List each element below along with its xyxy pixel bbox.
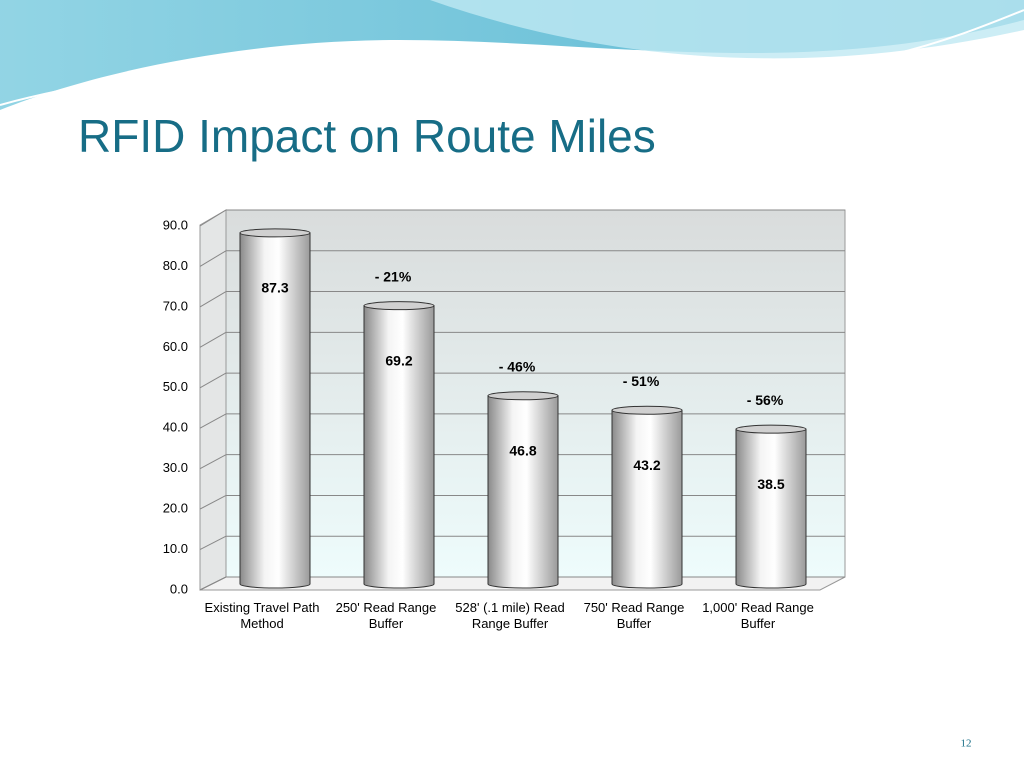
x-tick-label: 250' Read Range Buffer [335,600,437,631]
grid-line [199,413,227,429]
cylinder-body [487,395,559,589]
cylinder-top [487,391,559,401]
cylinder-top [363,301,435,311]
y-tick-label: 80.0 [163,258,188,273]
value-label: 43.2 [633,457,660,473]
change-label: - 51% [623,373,660,389]
value-label: 46.8 [509,442,536,458]
cylinder-body [239,232,311,589]
header-line [0,9,1024,106]
cylinder-top [611,405,683,415]
grid-line [199,209,227,227]
grid-line [199,250,227,267]
bar [611,405,683,589]
cylinder-body [735,428,807,589]
x-tick-label: 528' (.1 mile) Read Range Buffer [455,600,565,631]
bar [735,424,807,589]
y-tick-label: 10.0 [163,541,188,556]
x-tick-label: 1,000' Read Range Buffer [702,600,814,631]
grid-line [199,495,227,510]
y-tick-label: 60.0 [163,339,188,354]
grid-line [199,291,227,308]
y-tick-label: 90.0 [163,217,188,232]
y-tick-label: 20.0 [163,501,188,516]
value-label: 69.2 [385,352,412,368]
bar [239,228,311,589]
y-tick-label: 0.0 [170,581,188,596]
cylinder-top [239,228,311,238]
change-label: - 56% [747,392,784,408]
slide-title: RFID Impact on Route Miles [78,110,656,162]
value-label: 87.3 [261,280,288,296]
grid-line [199,372,227,389]
bar [363,301,435,589]
value-label: 38.5 [757,476,784,492]
y-tick-label: 30.0 [163,460,188,475]
grid-line [199,535,227,551]
y-tick-label: 40.0 [163,420,188,435]
y-tick-label: 70.0 [163,298,188,313]
slide-number: 12 [961,738,972,750]
cylinder-body [363,305,435,589]
grid-line [199,576,227,591]
y-tick-label: 50.0 [163,379,188,394]
cylinder-body [611,409,683,589]
x-tick-label: Existing Travel Path Method [204,600,320,631]
header-wave [430,0,1024,59]
side-wall [199,209,227,591]
cylinder-top [735,424,807,434]
change-label: - 21% [375,268,412,284]
bar [487,391,559,589]
x-tick-label: 750' Read Range Buffer [583,600,685,631]
grid-line [199,331,227,348]
change-label: - 46% [499,358,536,374]
grid-line [199,454,227,470]
